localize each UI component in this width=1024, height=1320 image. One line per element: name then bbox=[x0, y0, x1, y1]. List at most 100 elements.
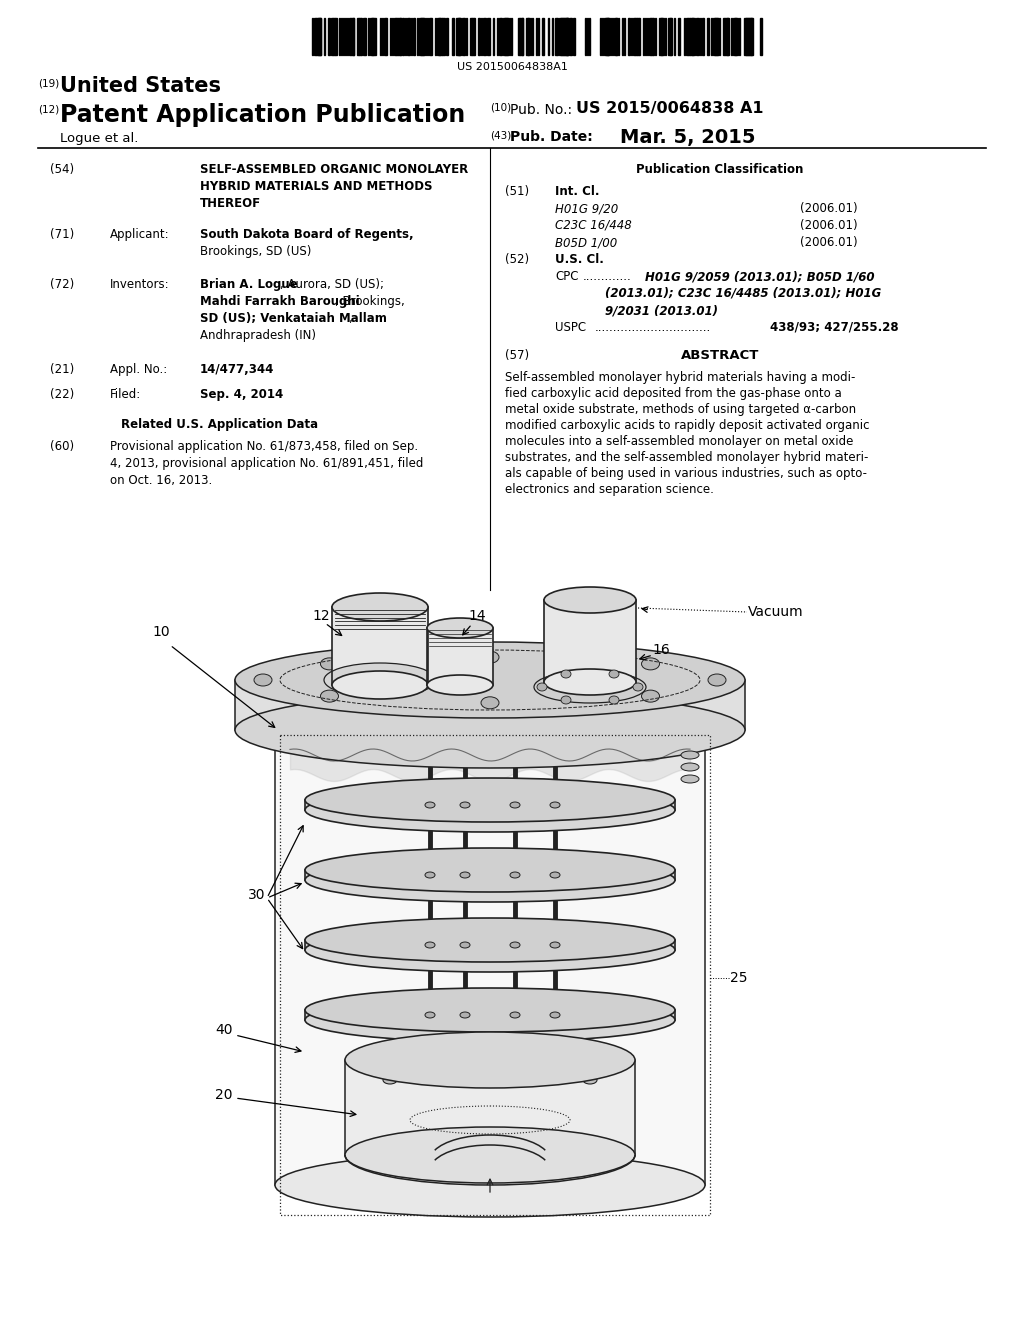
Bar bbox=[743, 18, 749, 55]
Text: Int. Cl.: Int. Cl. bbox=[555, 185, 599, 198]
Bar bbox=[482, 18, 485, 55]
Bar bbox=[569, 18, 571, 55]
Ellipse shape bbox=[425, 803, 435, 808]
Bar bbox=[478, 18, 480, 55]
Bar bbox=[525, 18, 528, 55]
Ellipse shape bbox=[234, 642, 745, 718]
Text: Pub. No.:: Pub. No.: bbox=[510, 103, 572, 117]
Ellipse shape bbox=[460, 942, 470, 948]
Polygon shape bbox=[305, 870, 675, 880]
Text: (72): (72) bbox=[50, 279, 75, 290]
Bar bbox=[688, 18, 690, 55]
Ellipse shape bbox=[332, 593, 428, 620]
Text: (52): (52) bbox=[505, 253, 529, 267]
Bar bbox=[629, 18, 631, 55]
Ellipse shape bbox=[345, 1032, 635, 1088]
Bar bbox=[670, 18, 672, 55]
Bar bbox=[633, 18, 635, 55]
Ellipse shape bbox=[305, 788, 675, 832]
Ellipse shape bbox=[275, 688, 705, 752]
Text: Appl. No.:: Appl. No.: bbox=[110, 363, 167, 376]
Ellipse shape bbox=[481, 651, 499, 663]
Ellipse shape bbox=[550, 1012, 560, 1018]
Text: substrates, and the self-assembled monolayer hybrid materi-: substrates, and the self-assembled monol… bbox=[505, 451, 868, 465]
Ellipse shape bbox=[510, 873, 520, 878]
Ellipse shape bbox=[305, 928, 675, 972]
Text: Inventors:: Inventors: bbox=[110, 279, 170, 290]
Text: 16: 16 bbox=[652, 643, 670, 657]
Text: , Brookings,: , Brookings, bbox=[335, 294, 404, 308]
Bar bbox=[335, 18, 337, 55]
Text: Vacuum: Vacuum bbox=[748, 605, 804, 619]
Bar bbox=[329, 18, 331, 55]
Bar bbox=[359, 18, 361, 55]
Ellipse shape bbox=[321, 657, 339, 669]
Text: 14: 14 bbox=[468, 609, 485, 623]
Bar bbox=[573, 18, 575, 55]
Bar bbox=[462, 18, 464, 55]
Text: (19): (19) bbox=[38, 78, 59, 88]
Bar bbox=[723, 18, 728, 55]
Ellipse shape bbox=[561, 671, 571, 678]
Bar bbox=[413, 18, 415, 55]
Bar bbox=[407, 18, 409, 55]
Ellipse shape bbox=[345, 1127, 635, 1183]
Bar bbox=[668, 18, 671, 55]
Text: Patent Application Publication: Patent Application Publication bbox=[60, 103, 465, 127]
Bar bbox=[517, 18, 519, 55]
Text: (2006.01): (2006.01) bbox=[800, 219, 858, 232]
Bar bbox=[563, 18, 567, 55]
Text: Logue et al.: Logue et al. bbox=[60, 132, 138, 145]
Text: (54): (54) bbox=[50, 162, 74, 176]
Ellipse shape bbox=[534, 1076, 547, 1084]
Text: South Dakota Board of Regents,: South Dakota Board of Regents, bbox=[200, 228, 414, 242]
Text: Provisional application No. 61/873,458, filed on Sep.: Provisional application No. 61/873,458, … bbox=[110, 440, 418, 453]
Polygon shape bbox=[305, 940, 675, 950]
Ellipse shape bbox=[550, 873, 560, 878]
Bar bbox=[555, 18, 556, 55]
Ellipse shape bbox=[534, 671, 646, 704]
Bar bbox=[384, 18, 386, 55]
Bar bbox=[333, 18, 335, 55]
Bar bbox=[686, 18, 688, 55]
Text: 25: 25 bbox=[730, 972, 748, 985]
Ellipse shape bbox=[305, 858, 675, 902]
Text: Brian A. Logue: Brian A. Logue bbox=[200, 279, 298, 290]
Text: B05D 1/00: B05D 1/00 bbox=[555, 236, 617, 249]
Text: C23C 16/448: C23C 16/448 bbox=[555, 219, 632, 232]
Bar bbox=[456, 18, 461, 55]
Ellipse shape bbox=[510, 942, 520, 948]
Text: on Oct. 16, 2013.: on Oct. 16, 2013. bbox=[110, 474, 212, 487]
Text: Self-assembled monolayer hybrid materials having a modi-: Self-assembled monolayer hybrid material… bbox=[505, 371, 855, 384]
Text: (71): (71) bbox=[50, 228, 75, 242]
Bar bbox=[750, 18, 752, 55]
Text: (10): (10) bbox=[490, 103, 511, 114]
Bar bbox=[349, 18, 354, 55]
Text: (60): (60) bbox=[50, 440, 74, 453]
Text: , Aurora, SD (US);: , Aurora, SD (US); bbox=[280, 279, 384, 290]
Ellipse shape bbox=[460, 873, 470, 878]
Ellipse shape bbox=[481, 697, 499, 709]
Bar bbox=[364, 18, 366, 55]
Text: electronics and separation science.: electronics and separation science. bbox=[505, 483, 714, 496]
Ellipse shape bbox=[609, 671, 618, 678]
Text: THEREOF: THEREOF bbox=[200, 197, 261, 210]
Ellipse shape bbox=[383, 1076, 397, 1084]
Bar bbox=[696, 18, 699, 55]
Text: (22): (22) bbox=[50, 388, 75, 401]
Bar bbox=[396, 18, 401, 55]
Bar bbox=[678, 18, 680, 55]
Text: SELF-ASSEMBLED ORGANIC MONOLAYER: SELF-ASSEMBLED ORGANIC MONOLAYER bbox=[200, 162, 468, 176]
Ellipse shape bbox=[305, 917, 675, 962]
Text: ABSTRACT: ABSTRACT bbox=[681, 348, 759, 362]
Ellipse shape bbox=[275, 1152, 705, 1217]
Bar bbox=[486, 18, 489, 55]
Bar bbox=[604, 18, 609, 55]
Text: (2013.01); C23C 16/4485 (2013.01); H01G: (2013.01); C23C 16/4485 (2013.01); H01G bbox=[605, 286, 882, 300]
Text: ,: , bbox=[348, 312, 352, 325]
Ellipse shape bbox=[425, 942, 435, 948]
Text: SD (US); Venkataiah Mallam: SD (US); Venkataiah Mallam bbox=[200, 312, 387, 325]
Text: (57): (57) bbox=[505, 348, 529, 362]
Ellipse shape bbox=[583, 1076, 597, 1084]
Ellipse shape bbox=[510, 1012, 520, 1018]
